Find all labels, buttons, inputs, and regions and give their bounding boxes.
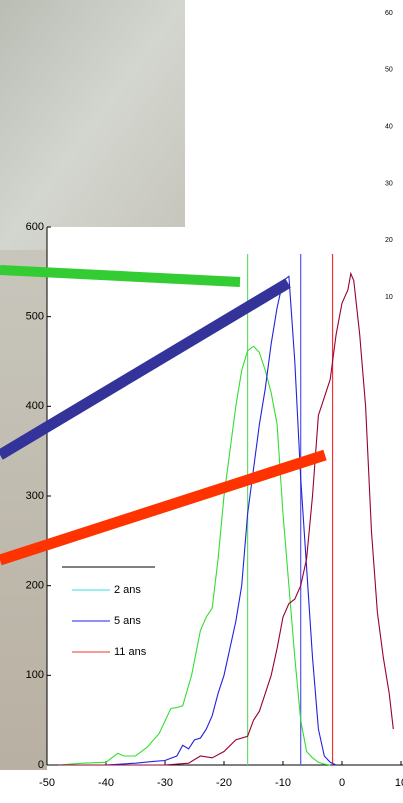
y-tick-label: 400 bbox=[26, 400, 44, 412]
y-tick-label: 100 bbox=[26, 669, 44, 681]
x-tick-label: 0 bbox=[339, 777, 345, 789]
background-y-tick-label: 60 bbox=[385, 10, 393, 17]
x-tick-label: -20 bbox=[216, 777, 232, 789]
x-tick-label: -50 bbox=[39, 777, 55, 789]
x-tick-label: 10 bbox=[395, 777, 403, 789]
x-tick-label: -40 bbox=[98, 777, 114, 789]
legend-label: 2 ans bbox=[114, 584, 141, 596]
y-tick-label: 200 bbox=[26, 580, 44, 592]
legend-label: 11 ans bbox=[114, 646, 147, 658]
background-y-tick-label: 40 bbox=[385, 124, 393, 131]
legend-label: 5 ans bbox=[114, 615, 141, 627]
background-y-tick-label: 20 bbox=[385, 237, 393, 244]
background-y-tick-label: 30 bbox=[385, 180, 393, 187]
legend-box bbox=[62, 567, 155, 660]
annotation-arrow bbox=[0, 265, 241, 287]
y-tick-label: 0 bbox=[38, 759, 44, 771]
series-line bbox=[58, 271, 394, 766]
plot-area bbox=[47, 227, 403, 765]
y-tick-label: 300 bbox=[26, 490, 44, 502]
background-y-tick-label: 50 bbox=[385, 67, 393, 74]
y-tick-label: 600 bbox=[26, 221, 44, 233]
series-line bbox=[58, 345, 331, 766]
x-tick-label: -30 bbox=[157, 777, 173, 789]
y-tick-label: 500 bbox=[26, 311, 44, 323]
series-line bbox=[58, 275, 337, 766]
annotation-arrow bbox=[0, 449, 327, 566]
background-photo bbox=[0, 0, 185, 250]
background-photo bbox=[0, 250, 47, 770]
annotation-arrow bbox=[0, 278, 291, 460]
background-y-tick-label: 10 bbox=[385, 294, 393, 301]
x-tick-label: -10 bbox=[275, 777, 291, 789]
